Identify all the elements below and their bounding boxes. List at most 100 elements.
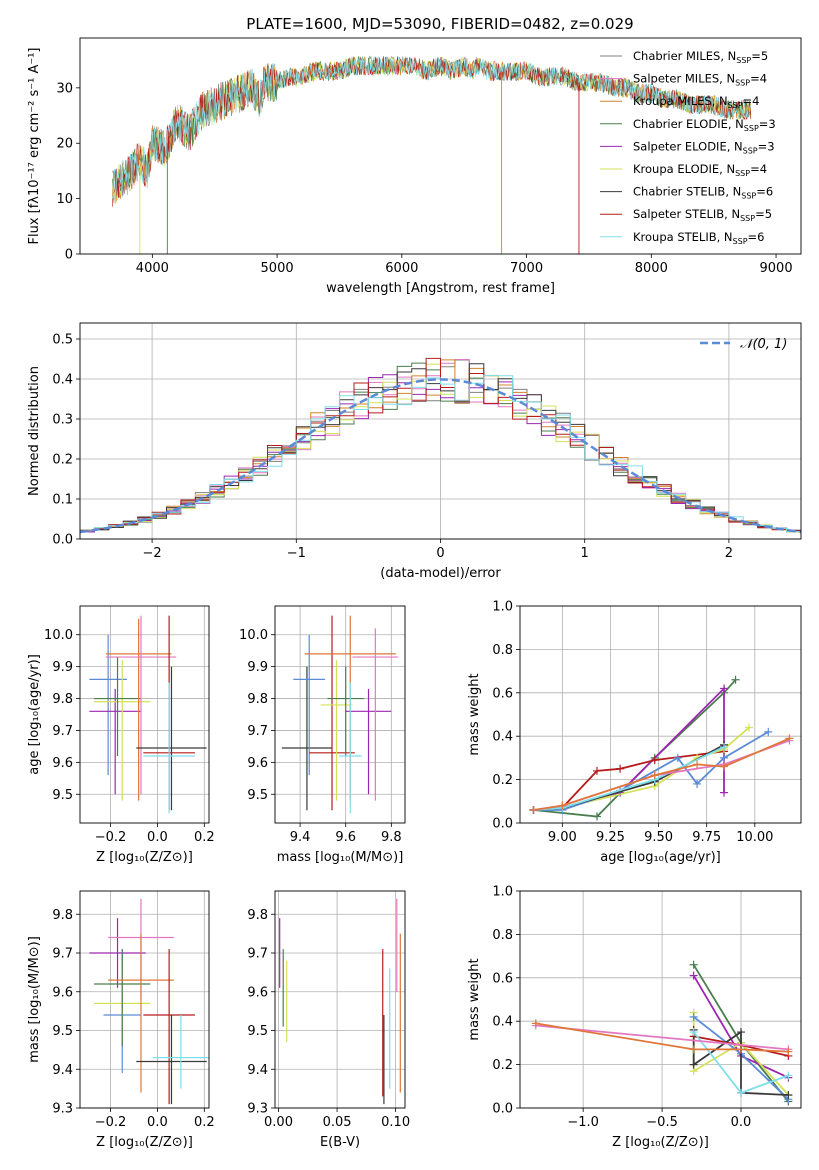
y-tick-label: 1.0 [492,885,513,900]
x-tick-label: 9.00 [548,830,577,845]
plot-area-age_weight [529,675,794,821]
grid-z_weight [520,890,801,1109]
y-tick-label: 20 [56,137,73,152]
weight-marker [737,1028,746,1037]
legend-label: Chabrier STELIB, NSSP=6 [633,185,773,201]
x-tick-label: 7000 [510,261,543,276]
y-tick-label: 9.9 [247,660,268,675]
weight-marker [764,727,773,736]
weight-marker [689,1045,698,1054]
y-tick-label: 0 [65,248,73,263]
axes-frame [79,322,802,540]
plot-area-mass_age [281,615,399,814]
weight-marker [693,779,702,788]
x-tick-label: 9.25 [596,830,625,845]
panel-z_age: −0.2 0.0 0.2 9.5 9.6 9.7 9.8 9.9 10.0 Z [log₁₀(Z/… [27,605,215,865]
legend-label: Chabrier MILES, NSSP=5 [633,49,768,65]
y-axis-label: mass weight [467,673,482,755]
gaussian-curve [80,378,801,534]
legend-label: Salpeter MILES, NSSP=4 [633,72,767,88]
spectrum-legend: Chabrier MILES, NSSP=5 Salpeter MILES, NS… [600,49,776,246]
y-tick-label: 9.9 [52,660,73,675]
weight-line [533,731,769,811]
y-axis-label: Normed distribution [27,366,42,496]
x-tick-label: −0.2 [95,830,127,845]
grid-age_weight [520,605,801,824]
axes-frame [79,37,802,255]
x-axis-label: (data-model)/error [380,566,501,581]
x-tick-label: −2 [143,546,162,561]
grid-ebv_mass [275,891,405,1109]
x-tick-label: 6000 [385,261,418,276]
x-tick-label: 2 [725,546,733,561]
x-tick-label: 0.0 [147,830,168,845]
y-tick-label: 0.8 [492,643,513,658]
weight-marker [784,1090,793,1099]
x-tick-label: −0.5 [646,1115,678,1130]
panel-mass_age: 9.4 9.6 9.8 9.5 9.6 9.7 9.8 9.9 10.0 mass [log₁₀(… [239,605,406,865]
weight-marker [616,764,625,773]
weight-marker [784,1047,793,1056]
weight-marker [689,1028,698,1037]
axes-frame [519,605,802,824]
weight-marker [673,753,682,762]
x-axis-label: wavelength [Angstrom, rest frame] [326,281,555,296]
y-tick-label: 0.6 [492,686,513,701]
y-tick-label: 9.8 [247,908,268,923]
weight-marker [737,1045,746,1054]
weight-marker [689,971,698,980]
weight-marker [529,805,538,814]
y-tick-label: 10.0 [239,628,268,643]
y-tick-label: 10 [56,192,73,207]
x-tick-label: 0 [436,546,444,561]
y-tick-label: 0.2 [492,1058,513,1073]
x-tick-label: 4000 [136,261,169,276]
y-tick-label: 9.5 [52,1024,73,1039]
plot-area-z_weight [531,960,793,1106]
weight-marker [720,762,729,771]
y-tick-label: 9.3 [52,1102,73,1117]
panel-residuals: −2 −1 0 1 2 0.0 0.1 0.2 0.3 0.4 0.5 (data-model)/er… [27,322,802,581]
y-axis-label: mass weight [467,958,482,1040]
residual-legend: 𝒩(0, 1) [700,337,787,352]
weight-marker [650,756,659,765]
x-tick-label: −1 [287,546,306,561]
weight-marker [650,771,659,780]
weight-marker [531,1019,540,1028]
x-tick-label: 9.8 [381,830,402,845]
y-tick-label: 9.5 [247,788,268,803]
y-tick-label: 0.4 [492,1015,513,1030]
legend-label: Chabrier ELODIE, NSSP=3 [633,117,776,133]
weight-marker [720,788,729,797]
y-tick-label: 0.0 [52,533,73,548]
x-tick-label: 9.4 [290,830,311,845]
weight-marker [689,1060,698,1069]
figure-title: PLATE=1600, MJD=53090, FIBERID=0482, z=0… [246,15,633,33]
y-tick-label: 9.8 [247,692,268,707]
weight-marker [689,960,698,969]
y-tick-label: 0.5 [52,333,73,348]
x-tick-label: 8000 [635,261,668,276]
y-tick-label: 30 [56,81,73,96]
legend-label: Kroupa MILES, NSSP=4 [633,94,759,110]
weight-marker [737,1088,746,1097]
legend-label: Kroupa ELODIE, NSSP=4 [633,162,767,178]
plot-area-ebv_mass [279,898,401,1105]
plot-area-residuals [80,357,801,535]
y-tick-label: 9.4 [247,1063,268,1078]
x-tick-label: 0.00 [264,1115,293,1130]
weight-marker [731,675,740,684]
x-tick-label: 0.05 [323,1115,352,1130]
y-tick-label: 0.0 [492,1102,513,1117]
axes-frame [79,890,210,1109]
plot-area-z_mass [89,898,209,1105]
panel-z_weight: −1.0 −0.5 0.0 0.0 0.2 0.4 0.6 0.8 1.0 Z [log₁₀(Z/… [467,885,802,1150]
x-axis-label: age [log₁₀(age/yr)] [600,850,721,865]
x-axis-label: Z [log₁₀(Z/Z⊙)] [612,1135,709,1150]
weight-marker [592,766,601,775]
y-tick-label: 0.0 [492,817,513,832]
y-tick-label: 9.8 [52,692,73,707]
x-axis-label: E(B-V) [320,1135,360,1150]
weight-marker [785,734,794,743]
